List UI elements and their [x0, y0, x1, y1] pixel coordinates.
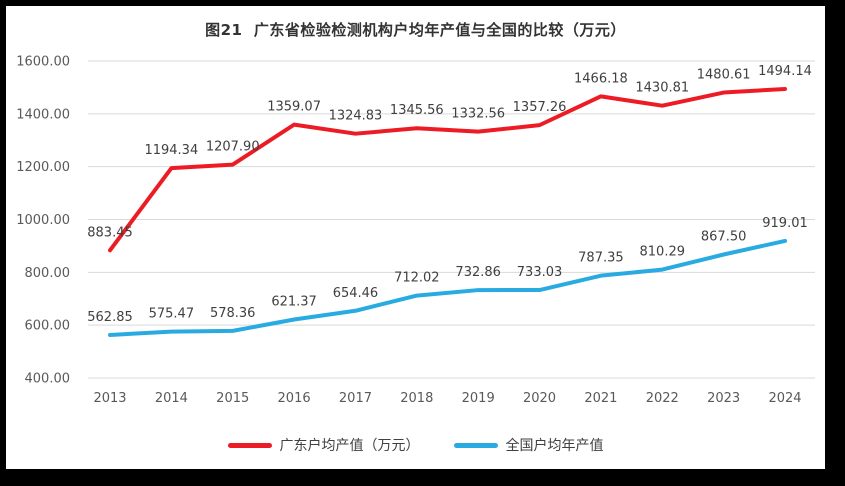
data-label: 1480.61: [697, 68, 751, 83]
data-label: 712.02: [394, 271, 440, 286]
legend-item-national: 全国户均年产值: [453, 435, 604, 455]
data-label: 1324.83: [329, 109, 383, 124]
legend-label-national: 全国户均年产值: [505, 438, 604, 454]
data-label: 810.29: [640, 245, 686, 260]
series-line-0: [108, 86, 787, 253]
data-label: 867.50: [701, 230, 747, 245]
line-chart-canvas: 400.00 600.00 800.00 1000.00 1200.00 1400.00 1…: [16, 55, 815, 406]
x-axis-tick-label: 2015: [216, 391, 249, 406]
chart-card: 图21 广东省检验检测机构户均年产值与全国的比较（万元） 400.00 600.0…: [6, 6, 825, 469]
data-label: 1494.14: [758, 64, 812, 79]
data-label: 1357.26: [513, 100, 567, 115]
data-label: 654.46: [333, 286, 379, 301]
x-axis-tick-label: 2019: [462, 391, 495, 406]
y-axis-tick-label: 1400.00: [16, 107, 70, 122]
data-label: 919.01: [762, 216, 808, 231]
chart-legend: 广东户均产值（万元） 全国户均年产值: [6, 435, 825, 455]
legend-line-swatch-red: [227, 442, 272, 448]
data-label: 1466.18: [574, 71, 628, 86]
x-axis-tick-label: 2021: [584, 391, 617, 406]
data-label: 883.45: [87, 225, 133, 240]
y-axis-tick-label: 1200.00: [16, 160, 70, 175]
data-label: 1194.34: [144, 143, 198, 158]
data-label: 621.37: [271, 295, 317, 310]
legend-line-swatch-blue: [453, 442, 498, 448]
x-axis-tick-label: 2016: [278, 391, 311, 406]
x-axis-tick-label: 2024: [768, 391, 801, 406]
data-label: 1345.56: [390, 103, 444, 118]
series-line-1: [108, 238, 787, 337]
data-label: 575.47: [149, 307, 195, 322]
legend-item-guangdong: 广东户均产值（万元）: [227, 435, 420, 455]
y-axis-tick-label: 800.00: [25, 266, 71, 281]
x-axis-tick-label: 2013: [93, 391, 126, 406]
data-label: 733.03: [517, 265, 563, 280]
chart-title: 图21 广东省检验检测机构户均年产值与全国的比较（万元）: [205, 21, 626, 39]
data-label: 732.86: [455, 265, 501, 280]
y-axis-tick-label: 400.00: [25, 372, 71, 387]
data-label: 578.36: [210, 306, 256, 321]
data-label: 1359.07: [267, 100, 321, 115]
data-label: 1332.56: [451, 107, 505, 122]
x-axis-tick-label: 2014: [155, 391, 188, 406]
data-label: 562.85: [87, 310, 133, 325]
data-label: 1430.81: [635, 81, 689, 96]
x-axis-tick-label: 2018: [400, 391, 433, 406]
y-axis-tick-label: 1600.00: [16, 55, 70, 70]
x-axis-tick-label: 2022: [646, 391, 679, 406]
x-axis-tick-label: 2017: [339, 391, 372, 406]
data-label: 1207.90: [206, 140, 260, 155]
y-axis-tick-label: 600.00: [25, 319, 71, 334]
legend-label-guangdong: 广东户均产值（万元）: [279, 438, 420, 454]
y-axis-tick-label: 1000.00: [16, 213, 70, 228]
data-label: 787.35: [578, 251, 624, 266]
x-axis-tick-label: 2020: [523, 391, 556, 406]
x-axis-tick-label: 2023: [707, 391, 740, 406]
